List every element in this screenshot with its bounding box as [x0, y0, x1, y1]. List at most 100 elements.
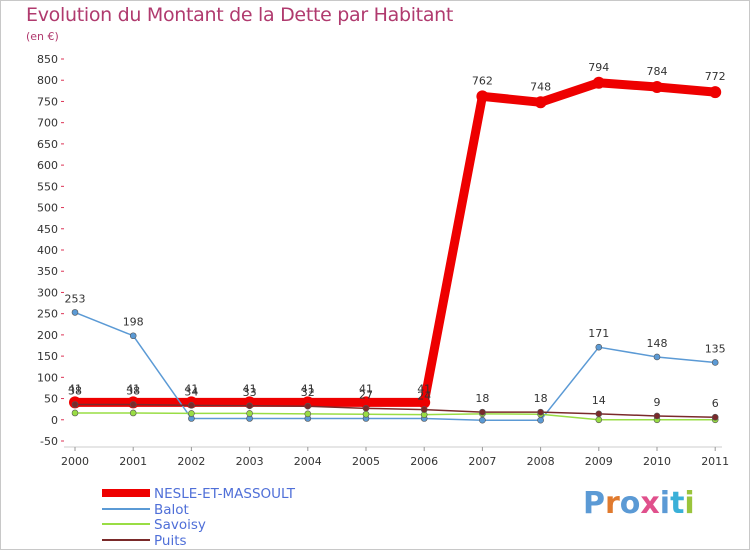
y-tick-label: 350 [37, 265, 58, 278]
y-tick-label: 500 [37, 202, 58, 215]
series-point [188, 402, 195, 409]
y-tick-label: 100 [37, 371, 58, 384]
y-tick-label: 700 [37, 117, 58, 130]
series-point [711, 413, 719, 421]
logo-letter: P [583, 486, 605, 521]
chart-axes: -50 0 50 100 150 200 250 300 350 400 450 500 550 600 6… [37, 53, 729, 468]
series-point [246, 402, 253, 410]
series-point [653, 412, 661, 420]
y-tick-label: 450 [37, 223, 58, 236]
series-point [246, 410, 253, 417]
data-label: 148 [647, 337, 668, 350]
data-label: 748 [530, 80, 551, 93]
data-label: 41 [417, 382, 431, 395]
y-tick-label: 850 [37, 53, 58, 66]
x-tick-label: 2002 [177, 455, 205, 468]
series-point [304, 402, 312, 410]
data-label: 762 [472, 74, 493, 87]
y-tick-label: -50 [40, 435, 58, 448]
data-label: 41 [184, 382, 198, 395]
logo-letter: i [659, 486, 671, 521]
data-label: 41 [301, 382, 315, 395]
legend-label: Puits [154, 533, 187, 549]
series-point [362, 410, 370, 418]
series-point [595, 410, 603, 418]
data-label: 18 [475, 392, 489, 405]
logo-letter: o [619, 486, 641, 521]
y-tick-label: 800 [37, 74, 58, 87]
x-tick-label: 2005 [352, 455, 380, 468]
data-label: 41 [359, 382, 373, 395]
series-point [709, 86, 722, 99]
y-tick-label: 50 [44, 393, 58, 406]
x-tick-label: 2011 [701, 455, 729, 468]
series-point [418, 396, 431, 409]
series-point [534, 96, 547, 109]
data-label: 32 [301, 386, 315, 399]
data-label: 27 [359, 388, 373, 401]
series-point [479, 416, 486, 424]
data-label: 41 [243, 382, 257, 395]
y-tick-label: 250 [37, 308, 58, 321]
series-point [129, 409, 137, 417]
x-tick-label: 2007 [468, 455, 496, 468]
data-label: 772 [705, 70, 726, 83]
series-point [71, 401, 79, 408]
x-tick-label: 2009 [585, 455, 613, 468]
proxiti-logo: Proxiti [583, 486, 695, 521]
data-label: 794 [588, 61, 609, 74]
data-label: 171 [588, 327, 609, 340]
series-line-0 [70, 78, 720, 407]
logo-letter: x [640, 486, 660, 521]
data-label: 41 [126, 382, 140, 395]
series-point [592, 76, 605, 89]
data-label: 6 [712, 397, 719, 410]
logo-letter: r [605, 486, 620, 521]
x-tick-label: 2000 [61, 455, 89, 468]
chart-series: 41 41 41 41 41 41 41 762 748 794 784 772 253 198 171 14… [65, 61, 726, 424]
series-point [188, 410, 195, 417]
series-point [420, 406, 428, 413]
x-tick-label: 2004 [294, 455, 322, 468]
x-tick-label: 2010 [643, 455, 671, 468]
x-tick-label: 2006 [410, 455, 438, 468]
logo-letter: i [684, 486, 695, 521]
series-point [360, 396, 372, 409]
y-tick-label: 300 [37, 286, 58, 299]
y-tick-label: 750 [37, 95, 58, 108]
data-label: 18 [534, 392, 548, 405]
data-label: 9 [654, 396, 661, 409]
series-point [129, 332, 137, 340]
y-tick-label: 600 [37, 159, 58, 172]
y-tick-label: 0 [51, 414, 58, 427]
data-label: 34 [184, 385, 198, 398]
chart-subtitle: (en €) [26, 30, 59, 43]
data-label: 784 [647, 65, 668, 78]
series-point [653, 353, 661, 361]
data-label: 38 [68, 384, 82, 397]
y-tick-label: 200 [37, 329, 58, 342]
y-tick-label: 400 [37, 244, 58, 257]
series-line-3 [74, 403, 716, 418]
series-point [71, 409, 79, 417]
series-point [537, 416, 544, 424]
series-point [129, 401, 137, 408]
x-tick-label: 2003 [236, 455, 264, 468]
x-tick-label: 2001 [119, 455, 147, 468]
series-point [479, 408, 486, 416]
data-label: 135 [705, 342, 726, 355]
data-label: 41 [68, 382, 82, 395]
data-label: 198 [123, 316, 144, 329]
y-tick-label: 150 [37, 350, 58, 363]
y-tick-label: 650 [37, 138, 58, 151]
series-point [537, 408, 544, 416]
legend-label: Balot [154, 502, 189, 518]
series-point [711, 359, 719, 366]
series-point [71, 309, 79, 316]
legend-label: Savoisy [154, 517, 206, 533]
series-point [651, 81, 663, 94]
series-point [595, 416, 603, 424]
